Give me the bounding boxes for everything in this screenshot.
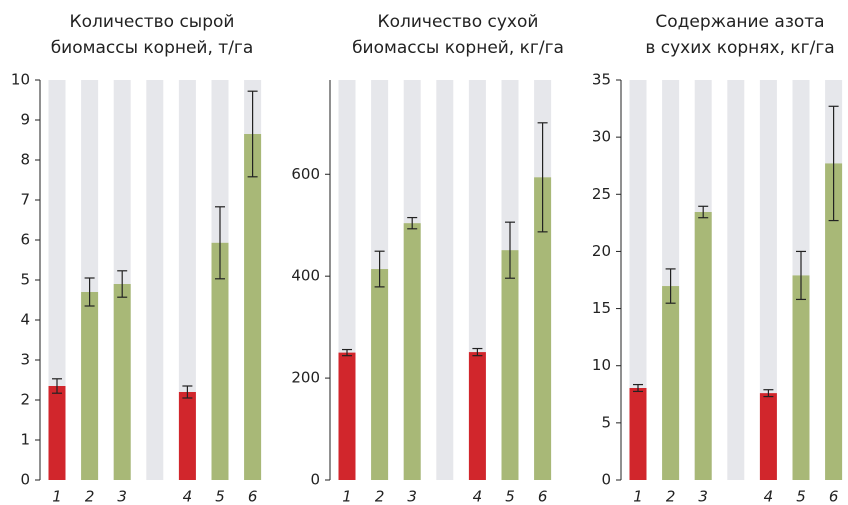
- x-tick-label: 3: [407, 488, 417, 505]
- bar: [629, 388, 647, 480]
- error-bar: [633, 383, 643, 393]
- y-tick-label: 200: [291, 369, 320, 387]
- bar: [371, 269, 389, 480]
- bar: [48, 386, 66, 480]
- background-band: [48, 80, 66, 480]
- bar: [178, 392, 196, 480]
- error-bar: [215, 206, 225, 280]
- y-tick-label: 25: [592, 185, 611, 203]
- y-tick-label: 15: [592, 299, 611, 317]
- bar: [534, 177, 552, 481]
- x-tick-label: 2: [85, 488, 95, 505]
- bar: [338, 352, 356, 480]
- x-tick-label: 6: [248, 488, 258, 505]
- x-tick-label: 3: [117, 488, 127, 505]
- x-tick-label: 1: [633, 488, 643, 505]
- error-bar: [472, 347, 483, 357]
- chart-title: Количество сухой: [378, 12, 539, 32]
- error-bar: [505, 221, 515, 279]
- x-tick-label: 4: [764, 488, 774, 505]
- error-bar: [52, 378, 62, 394]
- bar: [792, 275, 810, 480]
- y-tick-label: 0: [310, 471, 320, 489]
- y-tick-label: 5: [20, 271, 30, 289]
- background-band: [727, 80, 745, 480]
- y-tick-label: 20: [592, 242, 611, 260]
- y-tick-label: 600: [291, 165, 320, 183]
- error-bar: [374, 250, 385, 288]
- y-tick-label: 7: [20, 191, 30, 209]
- chart-title: биомассы корней, т/га: [51, 38, 254, 58]
- error-bar: [796, 250, 806, 301]
- y-tick-label: 10: [11, 71, 30, 89]
- x-tick-label: 5: [215, 488, 225, 505]
- error-bar: [247, 90, 258, 178]
- bar: [501, 250, 519, 480]
- y-tick-label: 1: [20, 431, 30, 449]
- y-tick-label: 35: [592, 71, 611, 89]
- x-tick-label: 4: [473, 488, 483, 505]
- x-tick-label: 1: [52, 488, 62, 505]
- bar: [403, 223, 421, 481]
- error-bar: [763, 389, 774, 398]
- background-band: [146, 80, 164, 480]
- y-tick-label: 0: [601, 471, 611, 489]
- bar: [81, 292, 99, 480]
- y-tick-label: 10: [592, 356, 611, 374]
- chart-title: биомассы корней, кг/га: [352, 38, 564, 58]
- chart-title: Количество сырой: [70, 12, 235, 32]
- error-bar: [117, 270, 128, 298]
- error-bar: [182, 385, 193, 399]
- error-bar: [665, 268, 676, 304]
- error-bar: [342, 348, 352, 357]
- background-band: [629, 80, 647, 480]
- chart-title: Содержание азота: [655, 12, 824, 32]
- x-tick-label: 4: [183, 488, 193, 505]
- error-bar: [698, 205, 709, 219]
- x-tick-label: 6: [829, 488, 839, 505]
- background-band: [436, 80, 454, 480]
- x-tick-label: 5: [796, 488, 806, 505]
- bar: [113, 284, 131, 480]
- y-tick-label: 0: [20, 471, 30, 489]
- y-tick-label: 30: [592, 128, 611, 146]
- chart-title: в сухих корнях, кг/га: [645, 38, 834, 58]
- x-tick-label: 1: [342, 488, 352, 505]
- y-tick-label: 9: [20, 111, 30, 129]
- y-tick-label: 4: [20, 311, 30, 329]
- error-bar: [537, 122, 548, 233]
- y-tick-label: 400: [291, 267, 320, 285]
- y-tick-label: 6: [20, 231, 30, 249]
- background-band: [178, 80, 196, 480]
- y-tick-label: 3: [20, 351, 30, 369]
- error-bar: [828, 105, 839, 222]
- error-bar: [407, 216, 418, 230]
- bar: [825, 163, 843, 480]
- bar: [211, 242, 229, 480]
- x-tick-label: 2: [666, 488, 676, 505]
- x-tick-label: 6: [538, 488, 548, 505]
- bar: [244, 134, 262, 480]
- bar: [759, 393, 777, 480]
- bar: [662, 286, 680, 480]
- x-tick-label: 3: [698, 488, 708, 505]
- background-band: [759, 80, 777, 480]
- bar: [694, 212, 712, 480]
- y-tick-label: 5: [601, 413, 611, 431]
- y-tick-label: 8: [20, 151, 30, 169]
- x-tick-label: 5: [505, 488, 515, 505]
- y-tick-label: 2: [20, 391, 30, 409]
- bar: [468, 352, 486, 480]
- error-bar: [84, 277, 95, 307]
- x-tick-label: 2: [375, 488, 385, 505]
